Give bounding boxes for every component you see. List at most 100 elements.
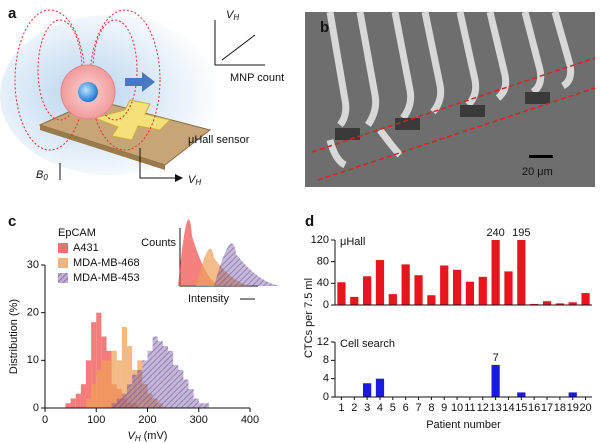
y-tick-label: 0 bbox=[33, 402, 39, 414]
bar bbox=[581, 293, 590, 305]
x-tick-label: 14 bbox=[502, 402, 514, 414]
histogram-bar bbox=[127, 346, 133, 408]
x-tick-label: 20 bbox=[579, 402, 591, 414]
y-tick-label: 0 bbox=[323, 391, 329, 403]
y-tick-label: 12 bbox=[317, 336, 329, 348]
x-tick-label: 18 bbox=[554, 402, 566, 414]
x-tick-label: 100 bbox=[87, 414, 105, 426]
legend-label: A431 bbox=[73, 242, 99, 254]
bar bbox=[530, 303, 539, 305]
y-tick-label: 30 bbox=[27, 259, 39, 271]
bar bbox=[465, 281, 475, 305]
legend-swatch bbox=[58, 243, 68, 253]
x-tick-label: 13 bbox=[490, 402, 502, 414]
bar bbox=[478, 276, 487, 305]
histogram-bar bbox=[65, 403, 71, 408]
value-label: 7 bbox=[493, 352, 499, 364]
x-tick-label: 11 bbox=[464, 402, 475, 414]
histogram-bar bbox=[147, 350, 153, 408]
histogram-bar bbox=[91, 384, 97, 408]
bar bbox=[568, 302, 577, 305]
sensor-cross bbox=[93, 99, 171, 141]
axis-label: MNP count bbox=[230, 72, 284, 84]
x-tick-label: 15 bbox=[515, 402, 527, 414]
y-tick-label: 120 bbox=[311, 234, 329, 246]
mnp bbox=[78, 82, 98, 102]
histogram-bar bbox=[116, 360, 122, 408]
histogram-bar bbox=[142, 360, 148, 408]
histogram-bar bbox=[198, 403, 204, 408]
legend-label: MDA-MB-453 bbox=[73, 272, 140, 284]
histogram-bar bbox=[80, 384, 86, 408]
motion-arrow bbox=[125, 72, 155, 92]
panel-label: b bbox=[320, 19, 329, 36]
y-axis-label: Distribution (%) bbox=[8, 299, 20, 374]
x-axis-label: VH (mV) bbox=[128, 430, 168, 443]
histogram-bar bbox=[116, 398, 122, 408]
bar bbox=[517, 392, 526, 397]
histogram-bar bbox=[111, 403, 117, 408]
bar bbox=[542, 301, 552, 305]
panel-label: a bbox=[8, 5, 17, 22]
y-tick-label: 4 bbox=[323, 373, 329, 385]
scale-bar-label: 20 μm bbox=[522, 166, 553, 178]
histogram-bar bbox=[127, 384, 133, 408]
histogram-bar bbox=[157, 341, 163, 408]
y-axis-label: CTCs per 7.5 ml bbox=[303, 278, 315, 358]
legend-swatch bbox=[58, 273, 68, 283]
bar bbox=[491, 240, 500, 305]
histogram-bar bbox=[188, 388, 194, 408]
bar bbox=[401, 264, 410, 305]
panel-label: d bbox=[305, 213, 314, 230]
x-tick-label: 16 bbox=[528, 402, 540, 414]
x-tick-label: 4 bbox=[377, 402, 383, 414]
histogram-bar bbox=[152, 336, 158, 408]
field-label: B0 bbox=[36, 169, 48, 182]
histogram-bar bbox=[173, 365, 179, 408]
x-tick-label: 3 bbox=[364, 402, 370, 414]
subtitle: μHall bbox=[340, 236, 365, 248]
x-tick-label: 200 bbox=[138, 414, 156, 426]
y-tick-label: 80 bbox=[317, 256, 329, 268]
schematic bbox=[0, 9, 265, 182]
x-tick-label: 10 bbox=[451, 402, 463, 414]
histogram-bar bbox=[203, 403, 209, 408]
histogram-bar bbox=[137, 369, 143, 408]
output-arrow bbox=[139, 148, 175, 179]
y-tick-label: 40 bbox=[317, 277, 329, 289]
x-tick-label: 6 bbox=[403, 402, 409, 414]
bar bbox=[388, 294, 397, 305]
bar bbox=[568, 392, 577, 397]
y-tick-label: 10 bbox=[27, 354, 39, 366]
histogram-bar bbox=[86, 398, 92, 408]
bar bbox=[440, 265, 449, 305]
bar bbox=[427, 295, 436, 305]
legend-swatch bbox=[58, 258, 68, 268]
bar bbox=[517, 240, 526, 305]
inset-curve bbox=[214, 243, 280, 286]
x-tick-label: 5 bbox=[390, 402, 396, 414]
x-tick-label: 7 bbox=[415, 402, 421, 414]
histogram-bar bbox=[101, 360, 107, 408]
histogram-bar bbox=[75, 393, 81, 408]
value-label: 240 bbox=[486, 227, 504, 239]
subscript: 0 bbox=[43, 173, 48, 182]
histogram-bar bbox=[162, 346, 168, 408]
symbol: B bbox=[36, 169, 43, 181]
inset-x-label: Intensity bbox=[188, 293, 229, 305]
histogram-bar bbox=[132, 374, 138, 408]
histogram-bar bbox=[96, 312, 102, 408]
histogram-bar bbox=[70, 398, 76, 408]
micrograph bbox=[305, 11, 596, 187]
inset-y-label: Counts bbox=[141, 237, 176, 249]
inset-curve bbox=[178, 219, 220, 286]
bar bbox=[337, 282, 346, 305]
histogram-bar bbox=[168, 350, 174, 408]
x-tick-label: 8 bbox=[428, 402, 434, 414]
bar bbox=[452, 269, 462, 305]
bar bbox=[504, 271, 513, 305]
arrowhead bbox=[175, 174, 183, 182]
x-tick-label: 300 bbox=[190, 414, 208, 426]
histogram-bar bbox=[111, 350, 117, 408]
